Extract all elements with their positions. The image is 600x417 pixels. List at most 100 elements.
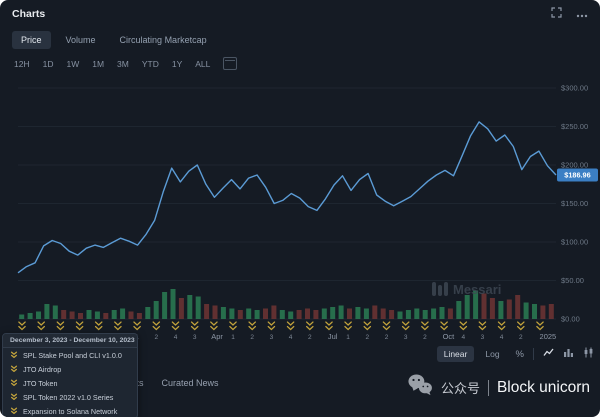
milestone-marker-icon[interactable]: [210, 321, 218, 331]
milestone-marker-icon[interactable]: [401, 321, 410, 331]
milestone-item[interactable]: JTO Token: [3, 376, 137, 390]
volume-bar: [397, 311, 403, 319]
milestone-marker-icon[interactable]: [497, 321, 506, 331]
volume-bar: [506, 299, 512, 319]
milestone-marker-icon[interactable]: [306, 321, 314, 331]
milestone-marker-icon[interactable]: [133, 321, 141, 331]
range-1y[interactable]: 1Y: [171, 58, 183, 69]
milestone-marker-icon[interactable]: [440, 321, 448, 331]
milestone-marker-icon[interactable]: [248, 321, 256, 331]
range-12h[interactable]: 12H: [14, 58, 30, 69]
panel-header: Charts: [0, 0, 600, 28]
range-1m[interactable]: 1M: [92, 58, 105, 69]
milestone-item[interactable]: SPL Token 2022 v1.0 Series: [3, 390, 137, 404]
milestone-item-label: JTO Token: [23, 378, 58, 388]
milestone-marker-icon[interactable]: [190, 321, 199, 331]
volume-bar: [120, 308, 126, 319]
milestone-marker-icon[interactable]: [267, 321, 276, 331]
range-1d[interactable]: 1D: [42, 58, 54, 69]
volume-bar: [481, 293, 487, 319]
milestone-item[interactable]: SPL Stake Pool and CLI v1.0.0: [3, 348, 137, 362]
fullscreen-icon[interactable]: [551, 5, 562, 23]
volume-bar: [515, 295, 521, 319]
scale-log[interactable]: Log: [485, 349, 500, 359]
x-axis-label: 2025: [540, 332, 557, 341]
line-chart-type-icon[interactable]: [543, 345, 554, 363]
bar-chart-type-icon[interactable]: [563, 345, 574, 363]
messari-watermark: Messari: [432, 282, 501, 297]
y-axis-label: $150.00: [561, 199, 588, 208]
volume-bar: [431, 308, 437, 319]
bottom-tab-curated-news[interactable]: Curated News: [161, 378, 219, 388]
range-ytd[interactable]: YTD: [141, 58, 159, 69]
range-3m[interactable]: 3M: [117, 58, 129, 69]
milestone-marker-icon[interactable]: [517, 321, 525, 331]
milestone-marker-icon[interactable]: [536, 321, 544, 331]
volume-bar: [162, 292, 168, 319]
milestone-marker-icon[interactable]: [94, 321, 103, 331]
milestone-count: 1: [346, 334, 350, 341]
volume-bar: [187, 295, 193, 319]
milestone-count: 2: [423, 334, 427, 341]
page-title: Charts: [12, 8, 46, 20]
milestone-marker-icon[interactable]: [18, 321, 26, 331]
tab-circulating-marketcap[interactable]: Circulating Marketcap: [119, 35, 207, 45]
volume-bar: [456, 301, 462, 319]
milestone-marker-icon[interactable]: [382, 321, 391, 331]
milestone-marker-icon[interactable]: [478, 321, 487, 331]
milestone-count: 4: [289, 334, 293, 341]
volume-bar: [204, 304, 210, 319]
milestone-item[interactable]: Expansion to Solana Network: [3, 404, 137, 417]
milestone-marker-icon[interactable]: [363, 321, 372, 331]
range-1w[interactable]: 1W: [66, 58, 80, 69]
chart-controls: Linear Log %: [436, 345, 594, 363]
volume-bar: [523, 302, 529, 319]
milestone-marker-icon[interactable]: [325, 321, 333, 331]
volume-bar: [111, 310, 117, 319]
y-axis-label: $50.00: [561, 276, 584, 285]
milestone-marker-icon[interactable]: [37, 321, 45, 331]
volume-bar: [103, 313, 109, 319]
more-menu-icon[interactable]: [576, 5, 588, 23]
milestone-marker-icon[interactable]: [75, 321, 84, 331]
milestone-marker-icon[interactable]: [114, 321, 122, 331]
volume-bar: [540, 305, 546, 319]
range-all[interactable]: ALL: [195, 58, 211, 69]
milestone-count: 4: [174, 334, 178, 341]
milestone-item-label: SPL Stake Pool and CLI v1.0.0: [23, 350, 122, 360]
tab-volume[interactable]: Volume: [65, 35, 96, 45]
volume-bar: [195, 296, 201, 319]
volume-bar: [136, 313, 142, 319]
volume-bar: [19, 314, 25, 319]
tab-price[interactable]: Price: [12, 31, 51, 49]
milestone-item[interactable]: JTO Airdrop: [3, 362, 137, 376]
wechat-account-label: 公众号: [440, 381, 480, 396]
volume-bar: [279, 310, 285, 319]
volume-bar: [296, 310, 302, 319]
milestone-count: 1: [231, 334, 235, 341]
volume-bar: [380, 308, 386, 319]
milestone-marker-icon[interactable]: [344, 321, 352, 331]
wechat-account-name: Block unicorn: [496, 378, 590, 396]
calendar-icon[interactable]: [223, 57, 238, 70]
milestone-chevron-icon: [10, 407, 18, 415]
price-chart[interactable]: $0.00 $50.00 $100.00 $150.00 $200.00 $250.00 $…: [0, 76, 600, 344]
scale-linear[interactable]: Linear: [436, 346, 475, 362]
y-axis-label: $100.00: [561, 238, 588, 247]
milestone-item-label: SPL Token 2022 v1.0 Series: [23, 392, 114, 402]
milestone-marker-icon[interactable]: [421, 321, 429, 331]
volume-bar: [237, 310, 243, 319]
candlestick-chart-type-icon[interactable]: [583, 345, 594, 363]
milestone-marker-icon[interactable]: [56, 321, 65, 331]
percent-toggle-icon[interactable]: %: [515, 348, 524, 360]
milestone-marker-icon[interactable]: [286, 321, 295, 331]
milestone-marker-icon[interactable]: [152, 321, 161, 331]
milestone-marker-icon[interactable]: [459, 321, 468, 331]
volume-bar: [212, 305, 218, 319]
wechat-icon: [407, 372, 433, 403]
milestone-marker-icon[interactable]: [229, 321, 237, 331]
milestone-marker-icon[interactable]: [171, 321, 180, 331]
volume-bar: [405, 310, 411, 319]
x-axis-label: Jul: [328, 332, 338, 341]
